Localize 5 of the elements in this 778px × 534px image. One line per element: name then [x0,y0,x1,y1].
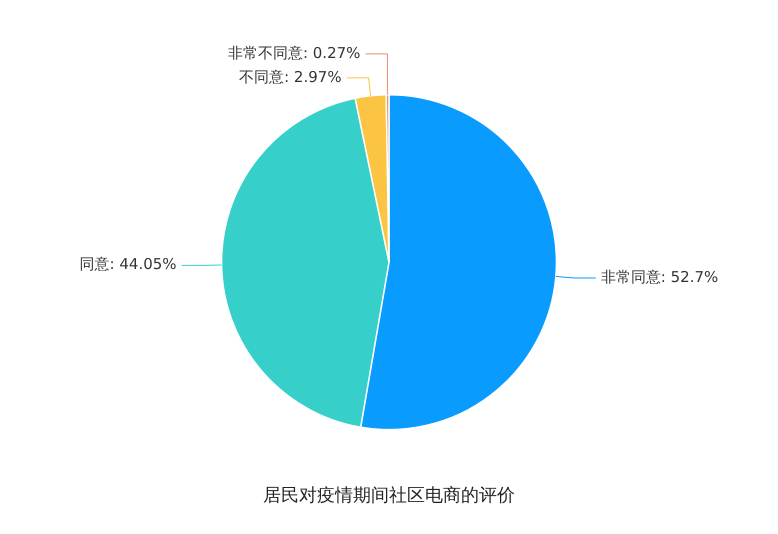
slice-label: 同意: 44.05% [80,255,177,274]
slice-label: 不同意: 2.97% [239,68,342,86]
slice-label: 非常不同意: 0.27% [228,44,360,62]
text: 居民对疫情期间社区电商的评价 [263,484,515,505]
slice-label: 非常同意: 52.7% [600,268,718,286]
